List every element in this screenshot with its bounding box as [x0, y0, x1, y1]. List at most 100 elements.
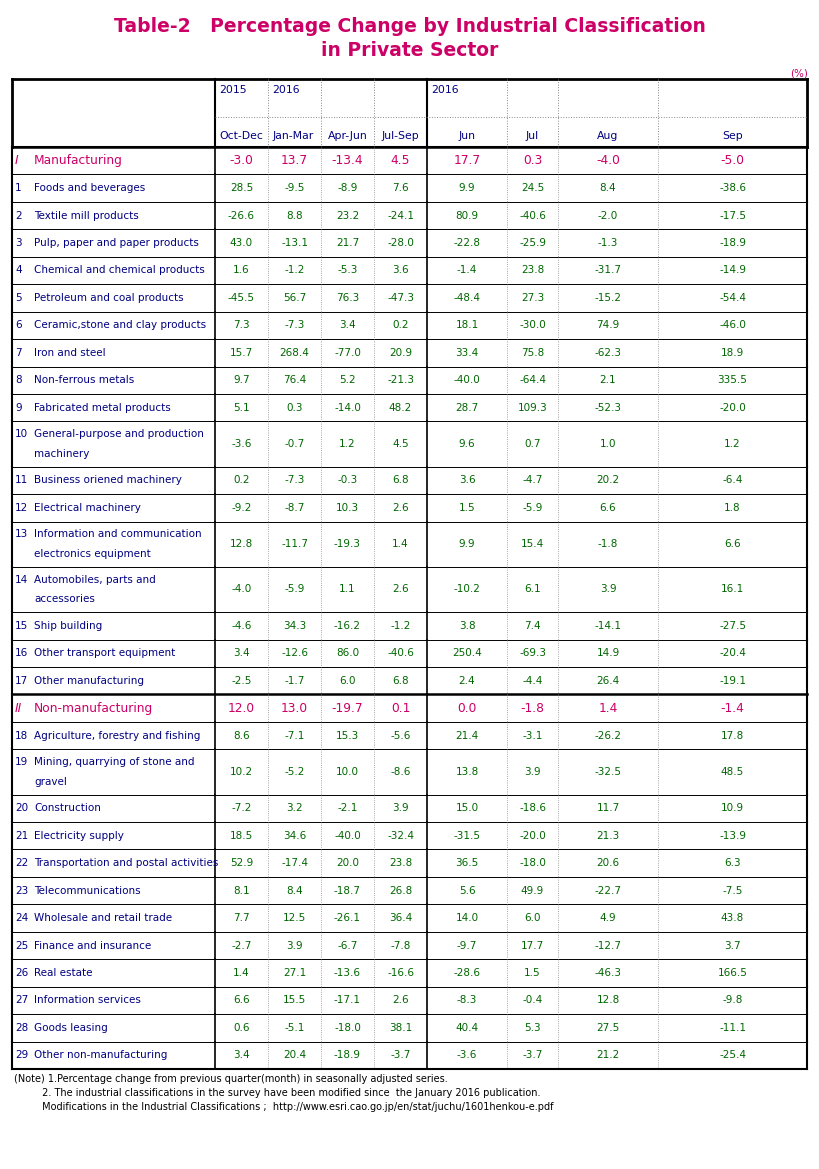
Text: 6.0: 6.0 [339, 676, 355, 686]
Text: 23.8: 23.8 [389, 858, 412, 869]
Text: -19.3: -19.3 [334, 539, 361, 549]
Text: -3.0: -3.0 [229, 154, 253, 167]
Text: 24.5: 24.5 [521, 184, 544, 193]
Text: accessories: accessories [34, 595, 95, 604]
Text: 27: 27 [15, 995, 28, 1005]
Text: 36.5: 36.5 [455, 858, 478, 869]
Text: -1.8: -1.8 [521, 701, 545, 714]
Text: 2. The industrial classifications in the survey have been modified since  the Ja: 2. The industrial classifications in the… [14, 1088, 541, 1098]
Text: -5.6: -5.6 [391, 731, 410, 741]
Text: 52.9: 52.9 [230, 858, 253, 869]
Text: -13.4: -13.4 [332, 154, 364, 167]
Text: 4.5: 4.5 [391, 154, 410, 167]
Text: Jul-Sep: Jul-Sep [382, 131, 419, 141]
Text: electronics equipment: electronics equipment [34, 549, 151, 559]
Text: 27.5: 27.5 [596, 1023, 620, 1033]
Text: -2.1: -2.1 [337, 803, 358, 814]
Text: -14.9: -14.9 [719, 265, 746, 276]
Text: 26.4: 26.4 [596, 676, 620, 686]
Text: 9.6: 9.6 [459, 440, 475, 449]
Text: -13.6: -13.6 [334, 968, 361, 978]
Text: Manufacturing: Manufacturing [34, 154, 123, 167]
Text: -25.4: -25.4 [719, 1050, 746, 1060]
Text: 15.5: 15.5 [283, 995, 306, 1005]
Text: -64.4: -64.4 [519, 375, 546, 386]
Text: 23.8: 23.8 [521, 265, 544, 276]
Text: 20.2: 20.2 [596, 476, 619, 485]
Text: -4.0: -4.0 [596, 154, 620, 167]
Text: 2: 2 [15, 210, 21, 221]
Text: Transportation and postal activities: Transportation and postal activities [34, 858, 219, 869]
Text: -26.6: -26.6 [228, 210, 255, 221]
Text: 8.4: 8.4 [600, 184, 617, 193]
Text: 6.0: 6.0 [524, 913, 541, 924]
Text: -1.2: -1.2 [391, 621, 410, 631]
Text: 3.7: 3.7 [724, 941, 741, 950]
Text: 1.2: 1.2 [339, 440, 355, 449]
Text: 15.4: 15.4 [521, 539, 544, 549]
Text: 20: 20 [15, 803, 28, 814]
Text: -10.2: -10.2 [454, 584, 481, 595]
Text: 3.8: 3.8 [459, 621, 475, 631]
Text: 14.9: 14.9 [596, 649, 620, 658]
Text: -13.9: -13.9 [719, 831, 746, 841]
Text: machinery: machinery [34, 449, 89, 459]
Text: 18.5: 18.5 [230, 831, 253, 841]
Text: 6.1: 6.1 [524, 584, 541, 595]
Text: 2.6: 2.6 [392, 584, 409, 595]
Text: Sep: Sep [722, 131, 743, 141]
Text: -32.5: -32.5 [595, 767, 622, 777]
Text: Jun: Jun [459, 131, 476, 141]
Text: Table-2   Percentage Change by Industrial Classification: Table-2 Percentage Change by Industrial … [114, 18, 705, 36]
Text: -16.6: -16.6 [387, 968, 414, 978]
Text: Non-ferrous metals: Non-ferrous metals [34, 375, 134, 386]
Text: -1.3: -1.3 [598, 238, 618, 248]
Text: 22: 22 [15, 858, 28, 869]
Text: -62.3: -62.3 [595, 348, 622, 358]
Text: Construction: Construction [34, 803, 101, 814]
Text: Ship building: Ship building [34, 621, 102, 631]
Text: 4: 4 [15, 265, 21, 276]
Text: -0.4: -0.4 [523, 995, 543, 1005]
Text: 21.4: 21.4 [455, 731, 478, 741]
Text: -9.2: -9.2 [231, 503, 251, 513]
Text: -1.4: -1.4 [721, 701, 744, 714]
Text: 17.7: 17.7 [521, 941, 544, 950]
Text: -7.3: -7.3 [284, 320, 305, 331]
Text: Ceramic,stone and clay products: Ceramic,stone and clay products [34, 320, 206, 331]
Text: -5.9: -5.9 [284, 584, 305, 595]
Text: 1.4: 1.4 [599, 701, 618, 714]
Text: 28.5: 28.5 [230, 184, 253, 193]
Text: -14.0: -14.0 [334, 402, 361, 413]
Text: 43.8: 43.8 [721, 913, 744, 924]
Text: -1.4: -1.4 [457, 265, 477, 276]
Text: 335.5: 335.5 [717, 375, 748, 386]
Text: 0.2: 0.2 [233, 476, 250, 485]
Text: -4.7: -4.7 [523, 476, 543, 485]
Text: -3.7: -3.7 [523, 1050, 543, 1060]
Text: 2015: 2015 [219, 85, 247, 95]
Text: -20.0: -20.0 [519, 831, 546, 841]
Text: 17.7: 17.7 [454, 154, 481, 167]
Text: -30.0: -30.0 [519, 320, 546, 331]
Text: 4.9: 4.9 [600, 913, 617, 924]
Text: -6.4: -6.4 [722, 476, 743, 485]
Text: Business oriened machinery: Business oriened machinery [34, 476, 182, 485]
Text: -11.1: -11.1 [719, 1023, 746, 1033]
Text: 15.7: 15.7 [230, 348, 253, 358]
Text: Agriculture, forestry and fishing: Agriculture, forestry and fishing [34, 731, 201, 741]
Text: -17.4: -17.4 [281, 858, 308, 869]
Text: 0.0: 0.0 [457, 701, 477, 714]
Text: -17.5: -17.5 [719, 210, 746, 221]
Text: -3.6: -3.6 [457, 1050, 477, 1060]
Text: -52.3: -52.3 [595, 402, 622, 413]
Text: -11.7: -11.7 [281, 539, 308, 549]
Text: Non-manufacturing: Non-manufacturing [34, 701, 153, 714]
Text: -16.2: -16.2 [334, 621, 361, 631]
Text: 21.3: 21.3 [596, 831, 620, 841]
Text: 16.1: 16.1 [721, 584, 744, 595]
Text: 7.7: 7.7 [233, 913, 250, 924]
Text: Fabricated metal products: Fabricated metal products [34, 402, 170, 413]
Text: 1.5: 1.5 [524, 968, 541, 978]
Text: 12.8: 12.8 [596, 995, 620, 1005]
